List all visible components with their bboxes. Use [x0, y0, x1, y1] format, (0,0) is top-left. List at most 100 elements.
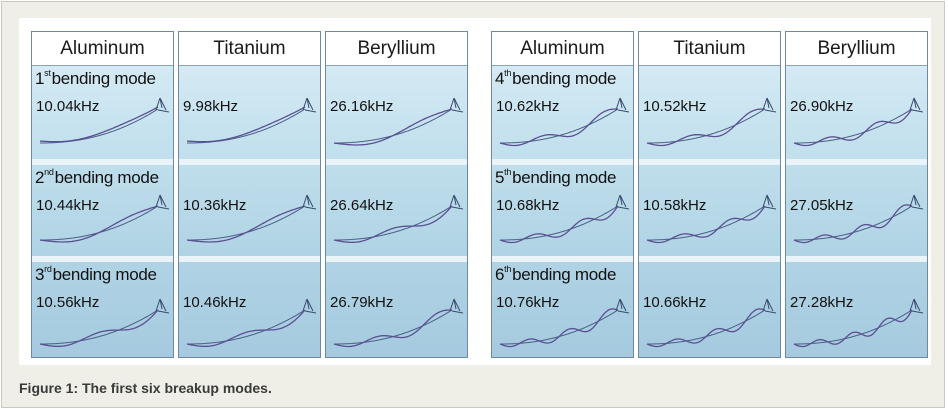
mode-shape-plot — [646, 194, 777, 244]
plot-mode-shape — [39, 205, 159, 243]
figure-image-area: Aluminum 1stbending mode 10.04kHz 2ndbendin… — [19, 18, 931, 365]
row-separator — [179, 159, 320, 165]
row-separator — [326, 256, 467, 262]
plot-dome-tip — [909, 298, 924, 314]
mode-shape-plot — [186, 194, 317, 243]
mode-shape-plot — [793, 194, 924, 244]
plot-mode-shape — [39, 309, 159, 348]
material-column-beryllium: Beryllium 26.16kHz 26.64kHz 26.79kHz — [325, 31, 468, 358]
plot-mode-shape — [186, 106, 306, 143]
frequency-label: 10.68kHz — [496, 197, 560, 214]
mode-shape-plot — [793, 298, 924, 348]
plot-dome-tip — [449, 97, 464, 113]
row-separator — [179, 256, 320, 262]
plot-undeformed-profile — [794, 205, 913, 241]
plot-dome-tip — [449, 298, 464, 314]
row-separator — [639, 159, 780, 165]
plot-undeformed-profile — [647, 309, 766, 345]
plot-undeformed-profile — [187, 205, 306, 241]
mode-number: 4 — [495, 69, 505, 88]
mode-number: 1 — [35, 69, 45, 88]
row-separator — [786, 256, 927, 262]
mode-text: bending mode — [512, 69, 617, 88]
mode-text: bending mode — [51, 69, 156, 88]
plot-mode-shape — [39, 106, 159, 143]
mode-number: 2 — [35, 168, 45, 187]
left-panel: Aluminum 1stbending mode 10.04kHz 2ndbendin… — [31, 31, 469, 358]
mode-shape-plot — [793, 97, 924, 147]
frequency-label: 10.04kHz — [36, 98, 100, 115]
mode-label: 5thbending mode — [495, 167, 617, 188]
plot-dome-tip — [762, 97, 777, 113]
column-header: Beryllium — [326, 32, 467, 66]
material-column-beryllium: Beryllium 26.90kHz 27.05kHz 27.28kHz — [785, 31, 928, 358]
column-header: Aluminum — [492, 32, 633, 66]
row-separator — [786, 159, 927, 165]
frequency-label: 10.36kHz — [183, 197, 247, 214]
mode-shape-plot — [499, 194, 630, 244]
plot-mode-shape — [793, 309, 913, 348]
frequency-label: 10.76kHz — [496, 294, 560, 311]
plot-undeformed-profile — [794, 108, 913, 144]
plot-undeformed-profile — [334, 108, 453, 144]
mode-shape-plot — [333, 194, 464, 244]
mode-label: 2ndbending mode — [35, 167, 159, 188]
plot-undeformed-profile — [187, 108, 306, 144]
plot-dome-tip — [615, 298, 630, 314]
mode-shape-plot — [186, 298, 317, 348]
column-header: Beryllium — [786, 32, 927, 66]
plot-dome-tip — [909, 97, 924, 113]
frequency-label: 26.16kHz — [330, 98, 394, 115]
mode-shape-plot — [646, 298, 777, 348]
frequency-label: 10.66kHz — [643, 294, 707, 311]
plot-undeformed-profile — [40, 205, 159, 241]
material-column-titanium: Titanium 10.52kHz 10.58kHz 10.66kHz — [638, 31, 781, 358]
column-header: Titanium — [179, 32, 320, 66]
plot-mode-shape — [186, 309, 306, 348]
mode-number: 5 — [495, 168, 505, 187]
mode-ordinal-suffix: th — [504, 167, 512, 177]
frequency-label: 26.90kHz — [790, 98, 854, 115]
plot-dome-tip — [615, 194, 630, 210]
mode-shape-plot — [39, 298, 170, 348]
mode-shape-plot — [39, 97, 170, 144]
frequency-label: 9.98kHz — [183, 98, 239, 115]
material-column-titanium: Titanium 9.98kHz 10.36kHz 10.46kHz — [178, 31, 321, 358]
plot-undeformed-profile — [334, 205, 453, 241]
frequency-label: 10.56kHz — [36, 294, 100, 311]
mode-shape-plot — [499, 97, 630, 147]
mode-shape-plot — [499, 298, 630, 348]
plot-mode-shape — [646, 108, 765, 147]
row-separator — [32, 256, 173, 262]
mode-ordinal-suffix: nd — [44, 167, 54, 177]
row-separator — [639, 256, 780, 262]
row-separator — [492, 256, 633, 262]
frequency-label: 10.44kHz — [36, 197, 100, 214]
plot-mode-shape — [333, 309, 452, 348]
plot-dome-tip — [302, 97, 317, 113]
column-header: Aluminum — [32, 32, 173, 66]
mode-shape-plot — [646, 97, 777, 147]
plot-mode-shape — [499, 108, 618, 147]
mode-ordinal-suffix: st — [44, 68, 51, 78]
mode-shape-plot — [333, 298, 464, 348]
column-header: Titanium — [639, 32, 780, 66]
frequency-label: 10.62kHz — [496, 98, 560, 115]
plot-undeformed-profile — [500, 309, 619, 345]
plot-dome-tip — [155, 298, 170, 314]
frequency-label: 26.64kHz — [330, 197, 394, 214]
mode-label: 6thbending mode — [495, 264, 617, 285]
row-separator — [326, 159, 467, 165]
plot-mode-shape — [793, 204, 913, 244]
mode-label: 3rdbending mode — [35, 264, 157, 285]
plot-undeformed-profile — [187, 309, 306, 345]
plot-dome-tip — [302, 194, 317, 210]
row-separator — [492, 159, 633, 165]
mode-text: bending mode — [52, 265, 157, 284]
row-separator — [32, 159, 173, 165]
mode-number: 3 — [35, 265, 45, 284]
mode-text: bending mode — [54, 168, 159, 187]
mode-ordinal-suffix: th — [504, 264, 512, 274]
plot-dome-tip — [155, 194, 170, 210]
